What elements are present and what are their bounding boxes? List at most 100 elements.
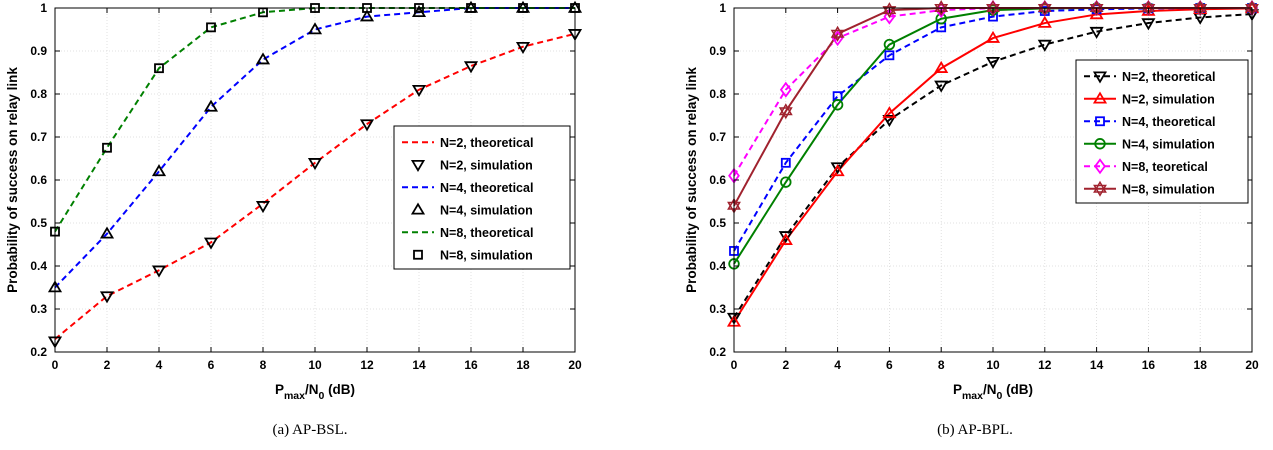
chart-b-legend: N=2, theoretical N=2, simulation N=4, theo… (1075, 59, 1249, 204)
chart-b-point-s1 (830, 164, 845, 177)
chart-a-point-s1 (359, 119, 375, 132)
chart-a-legend-entry: N=8, simulation (413, 248, 533, 262)
chart-b-point-s4 (779, 81, 792, 98)
chart-a-point-s5 (206, 22, 216, 33)
chart-a-point-s1 (99, 291, 115, 304)
chart-b-x-tick-label: 6 (886, 358, 893, 372)
chart-a-legend-marker (413, 249, 423, 260)
chart-b-legend-label: N=2, simulation (1122, 92, 1215, 106)
chart-b-point-s1 (778, 232, 793, 245)
chart-a-y-tick-label: 0.8 (30, 87, 47, 101)
chart-b-caption: (b) AP-BPL. (937, 422, 1013, 438)
chart-b-y-tick-label: 0.3 (709, 302, 726, 316)
chart-b-legend-marker (1094, 158, 1106, 175)
chart-a-x-tick-label: 18 (516, 358, 530, 372)
chart-a-legend-marker (410, 202, 426, 215)
chart-b-point-s0 (985, 57, 1001, 70)
chart-a-point-s5 (102, 142, 112, 153)
chart-b-point-s5 (882, 2, 897, 19)
chart-b-point-s5 (830, 25, 845, 42)
chart-a-legend-entry: N=2, theoretical (402, 136, 533, 150)
chart-b-y-tick-label: 1 (719, 1, 726, 15)
chart-b-y-tick-label: 0.7 (709, 130, 726, 144)
chart-b-legend-box (1075, 59, 1249, 204)
chart-b-point-s0 (1141, 18, 1156, 31)
chart-b-legend-marker (1095, 116, 1105, 127)
chart-b-x-axis-label: Pmax/N0 (dB) (953, 382, 1033, 402)
chart-b-y-tick-label: 0.4 (709, 259, 726, 273)
chart-panel-b: 0 2 4 6 8 10 12 14 16 18 20 0.2 0.3 0.4 0.5 0.6 0.7 0.8 0.… (680, 0, 1273, 450)
chart-a-legend-label: N=2, simulation (440, 158, 533, 172)
chart-panel-a: 0 2 4 6 8 10 12 14 16 18 20 0.2 0.3 0.4 0.5 0.6 0.7 0.8 0.… (0, 0, 620, 450)
chart-b-x-tick-label: 12 (1038, 358, 1052, 372)
chart-b-legend-label: N=8, simulation (1122, 182, 1215, 196)
chart-a-point-s5 (154, 63, 164, 74)
chart-a-point-s3 (99, 226, 115, 239)
chart-b-point-s1 (934, 60, 949, 73)
chart-a-point-s1 (151, 265, 167, 278)
chart-a-x-tick-label: 14 (412, 358, 426, 372)
chart-a-series-line-0 (54, 32, 576, 340)
chart-a-y-tick-label: 0.6 (30, 173, 47, 187)
chart-b-y-tick-label: 0.6 (709, 173, 726, 187)
chart-a-caption: (a) AP-BSL. (272, 422, 348, 438)
chart-a-x-tick-label: 8 (260, 358, 267, 372)
chart-a-y-tick-label: 0.4 (30, 259, 47, 273)
chart-a-point-s3 (203, 99, 219, 112)
chart-a-legend-entry: N=2, simulation (410, 158, 533, 172)
chart-b-x-tick-label: 10 (986, 358, 1000, 372)
chart-b-point-s0 (1089, 26, 1104, 39)
chart-a-x-tick-label: 12 (360, 358, 374, 372)
chart-a-ticks: 0 2 4 6 8 10 12 14 16 18 20 0.2 0.3 0.4 0.5 0.6 0.7 0.8 0.… (30, 1, 582, 372)
chart-b-point-s5 (778, 103, 793, 120)
chart-b-legend-entry: N=4, simulation (1084, 137, 1215, 151)
chart-a-x-tick-label: 16 (464, 358, 478, 372)
chart-b-point-s0 (830, 162, 845, 175)
chart-b-legend-marker (1094, 138, 1106, 150)
chart-a-y-tick-label: 0.7 (30, 130, 47, 144)
chart-b-point-s3 (780, 176, 792, 188)
chart-b-point-s0 (882, 115, 897, 128)
chart-a-point-s1 (307, 158, 323, 171)
chart-b-x-tick-label: 16 (1142, 358, 1156, 372)
chart-a-x-tick-label: 10 (308, 358, 322, 372)
chart-a-y-axis-label: Probability of success on relay link (5, 67, 20, 293)
chart-a-point-s1 (203, 237, 219, 250)
chart-b-x-tick-label: 14 (1090, 358, 1104, 372)
chart-b-legend-entry: N=2, theoretical (1084, 70, 1215, 84)
chart-b-legend-entry: N=8, teoretical (1084, 158, 1208, 175)
chart-b-x-tick-label: 8 (938, 358, 945, 372)
chart-a-legend-entry: N=4, simulation (410, 202, 533, 217)
chart-a-x-axis-label: Pmax/N0 (dB) (275, 382, 355, 402)
chart-b-point-s2 (780, 157, 791, 168)
chart-b-legend-entry: N=8, simulation (1084, 180, 1215, 197)
chart-a-point-s1 (463, 61, 479, 74)
chart-b-legend-label: N=2, theoretical (1122, 70, 1215, 84)
chart-a-legend-label: N=8, theoretical (440, 226, 533, 240)
chart-a-legend-box (393, 125, 571, 270)
chart-a-y-tick-label: 0.3 (30, 302, 47, 316)
chart-a-point-s3 (151, 164, 167, 177)
chart-a-x-tick-label: 2 (104, 358, 111, 372)
chart-a-legend-label: N=8, simulation (440, 248, 533, 262)
chart-a-point-s1 (255, 201, 271, 214)
chart-b-point-s0 (1037, 39, 1052, 52)
chart-a-legend: N=2, theoretical N=2, simulation N=4, theo… (393, 125, 571, 270)
chart-b-x-tick-label: 18 (1194, 358, 1208, 372)
chart-a-y-tick-label: 1 (40, 1, 47, 15)
chart-a-point-s3 (359, 9, 375, 22)
chart-b-legend-label: N=4, simulation (1122, 137, 1215, 151)
chart-b-y-tick-label: 0.5 (709, 216, 726, 230)
chart-b-point-s1 (985, 30, 1001, 43)
chart-a-legend-label: N=2, theoretical (440, 136, 533, 150)
chart-a-x-tick-label: 0 (52, 358, 59, 372)
chart-b-x-tick-label: 20 (1245, 358, 1259, 372)
chart-b-legend-label: N=8, teoretical (1122, 160, 1208, 174)
chart-b-x-tick-label: 4 (834, 358, 841, 372)
chart-b-legend-entry: N=2, simulation (1084, 91, 1215, 106)
chart-b-point-s3 (883, 38, 896, 51)
chart-b-series-line-2 (733, 7, 1252, 252)
chart-a-x-tick-label: 6 (208, 358, 215, 372)
chart-b-legend-marker (1092, 71, 1108, 84)
chart-b-y-tick-label: 0.8 (709, 87, 726, 101)
